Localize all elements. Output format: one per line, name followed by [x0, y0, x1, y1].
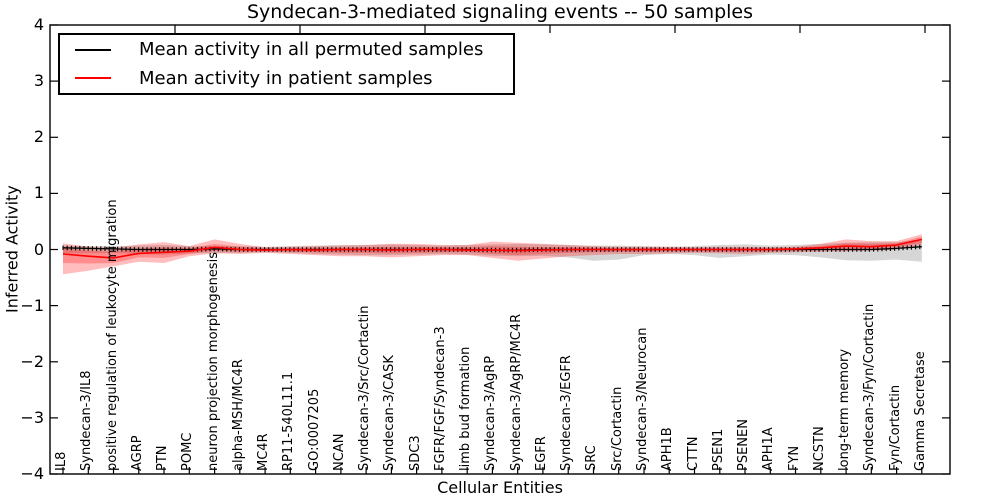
legend-label: Mean activity in patient samples	[139, 67, 433, 89]
y-tick-label: −3	[20, 407, 44, 427]
x-tick-label: IL8	[54, 451, 69, 471]
x-tick-label: Syndecan-3/EGFR	[559, 355, 575, 471]
legend-label: Mean activity in all permuted samples	[139, 39, 484, 61]
x-axis-label: Cellular Entities	[437, 478, 563, 497]
x-tick-label: MC4R	[256, 433, 272, 471]
x-tick-label: PTN	[155, 445, 171, 471]
x-tick-label: APH1B	[660, 427, 676, 471]
y-tick-label: 3	[33, 71, 44, 91]
x-tick-label: PSENEN	[736, 419, 752, 471]
y-tick-label: −1	[20, 295, 44, 315]
x-tick-label: Fyn/Cortactin	[887, 384, 903, 471]
x-tick-label: GO:0007205	[306, 388, 322, 471]
x-tick-label: Syndecan-3/Fyn/Cortactin	[862, 303, 878, 471]
permuted-line-swatch-icon	[75, 48, 111, 51]
x-tick-label: SRC	[584, 445, 600, 471]
x-tick-label: PSEN1	[710, 428, 726, 471]
chart-title: Syndecan-3-mediated signaling events -- …	[246, 1, 754, 23]
x-tick-label: Src/Cortactin	[609, 386, 625, 471]
legend: Mean activity in all permuted samples Me…	[58, 33, 515, 95]
legend-item-permuted: Mean activity in all permuted samples	[60, 36, 513, 64]
x-tick-label: FYN	[786, 445, 802, 471]
patient-line-swatch-icon	[75, 77, 111, 80]
x-tick-label: CTTN	[685, 436, 701, 471]
x-tick-label: NCSTN	[811, 426, 827, 471]
x-tick-label: long-term memory	[837, 348, 853, 471]
y-tick-label: 2	[33, 127, 44, 147]
x-tick-label: SDC3	[407, 435, 423, 471]
legend-item-patient: Mean activity in patient samples	[60, 64, 513, 92]
x-tick-label: limb bud formation	[458, 346, 474, 471]
y-tick-label: −4	[20, 464, 44, 483]
y-tick-label: −2	[20, 351, 44, 371]
x-tick-label: Syndecan-3/CASK	[382, 355, 398, 471]
x-tick-label: EGFR	[533, 436, 549, 471]
y-tick-label: 4	[33, 15, 44, 34]
x-tick-label: FGFR/FGF/Syndecan-3	[432, 326, 448, 471]
x-tick-label: NCAN	[331, 433, 347, 471]
x-tick-label: Gamma Secretase	[912, 351, 928, 471]
x-tick-label: Syndecan-3/AgRP	[483, 355, 499, 471]
x-tick-label: Syndecan-3/IL8	[79, 370, 95, 471]
y-tick-label: 0	[33, 239, 44, 259]
x-tick-label: alpha-MSH/MC4R	[230, 359, 246, 471]
x-tick-label: Syndecan-3/Neurocan	[634, 327, 650, 471]
x-tick-label: positive regulation of leukocyte migrati…	[104, 199, 120, 471]
y-tick-label: 1	[33, 183, 44, 203]
x-tick-label: APH1A	[761, 427, 777, 471]
x-tick-label: RP11-540L11.1	[281, 371, 297, 471]
x-tick-label: neuron projection morphogenesis	[205, 252, 221, 471]
x-tick-label: Syndecan-3/Src/Cortactin	[357, 305, 373, 471]
x-tick-label: Syndecan-3/AgRP/MC4R	[508, 313, 524, 471]
x-tick-label: POMC	[180, 432, 196, 471]
x-tick-label: AGRP	[129, 435, 145, 471]
